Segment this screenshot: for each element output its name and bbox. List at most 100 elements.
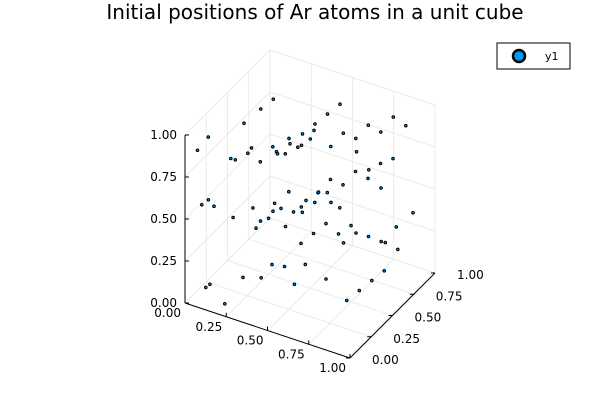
data-point — [303, 262, 308, 267]
data-point — [349, 223, 353, 228]
data-point — [231, 215, 235, 220]
data-point — [379, 239, 384, 244]
y-tick-label: 0.25 — [393, 332, 420, 346]
data-point — [251, 206, 255, 210]
data-points — [195, 97, 415, 306]
data-point — [271, 97, 276, 101]
data-point — [324, 221, 328, 226]
data-point — [259, 107, 263, 111]
data-point — [272, 201, 277, 206]
data-point — [357, 288, 362, 293]
z-tick-label: 0.50 — [150, 212, 177, 226]
data-point — [336, 232, 341, 236]
data-point — [300, 210, 305, 215]
z-tick-label: 0.25 — [150, 254, 177, 268]
data-point — [366, 123, 371, 127]
z-tick-label: 0.75 — [150, 170, 177, 184]
x-tick-label: 0.00 — [154, 306, 181, 320]
y-tick-label: 0.75 — [436, 289, 463, 303]
data-point — [195, 148, 200, 153]
data-point — [229, 156, 233, 161]
data-point — [338, 206, 342, 210]
data-point — [404, 123, 408, 128]
data-point — [283, 224, 288, 229]
legend-label: y1 — [545, 50, 559, 63]
z-tick-label: 0.00 — [150, 296, 177, 310]
grid-line — [184, 133, 271, 220]
data-point — [287, 189, 291, 194]
legend-marker — [511, 48, 527, 64]
data-point — [258, 219, 263, 223]
data-point — [366, 234, 371, 239]
data-point — [259, 276, 264, 280]
data-point — [366, 176, 370, 181]
data-point — [283, 152, 288, 156]
grid-line — [269, 133, 436, 190]
grid-line — [227, 260, 393, 316]
data-point — [299, 205, 304, 209]
data-point — [341, 131, 346, 135]
data-point — [329, 144, 333, 149]
chart-title: Initial positions of Ar atoms in a unit … — [106, 0, 523, 24]
z-tick-label: 1.00 — [150, 128, 177, 142]
data-point — [200, 203, 204, 207]
y-tick-label: 1.00 — [457, 268, 484, 282]
data-point — [292, 282, 297, 287]
data-point — [300, 132, 305, 136]
grid-line — [269, 49, 436, 106]
data-point — [299, 241, 303, 246]
data-point — [345, 298, 349, 303]
data-point — [208, 282, 212, 287]
data-point — [254, 226, 258, 230]
data-point — [338, 102, 342, 106]
data-point — [396, 247, 400, 252]
data-point — [242, 121, 246, 125]
grid — [184, 49, 436, 359]
data-point — [341, 183, 345, 187]
data-point — [282, 264, 287, 269]
data-point — [394, 225, 399, 229]
data-point — [312, 128, 316, 133]
data-point — [313, 122, 317, 126]
data-point — [391, 156, 395, 161]
data-point — [206, 198, 211, 202]
data-point — [316, 190, 321, 194]
data-point — [279, 206, 283, 211]
data-point — [411, 211, 415, 215]
data-point — [354, 136, 358, 141]
data-point — [206, 135, 211, 139]
data-point — [329, 200, 333, 205]
data-point — [379, 130, 383, 134]
data-point — [296, 145, 300, 149]
y-tick-label: 0.00 — [372, 353, 399, 367]
legend-box — [496, 42, 571, 70]
data-point — [299, 143, 304, 148]
data-point — [258, 160, 263, 164]
data-point — [233, 158, 238, 162]
grid-line — [184, 49, 271, 136]
data-point — [223, 302, 227, 306]
data-point — [212, 204, 216, 208]
data-point — [271, 145, 275, 149]
data-point — [379, 186, 383, 190]
data-point — [275, 151, 280, 156]
grid-line — [248, 238, 414, 295]
legend: y1 — [496, 42, 571, 70]
data-point — [383, 240, 388, 245]
data-point — [204, 285, 208, 290]
data-point — [353, 169, 358, 174]
data-point — [313, 200, 317, 205]
data-point — [370, 278, 374, 283]
data-point — [266, 216, 271, 221]
y-tick-label: 0.50 — [415, 311, 442, 325]
x-tick-label: 0.75 — [278, 347, 305, 361]
grid-line — [269, 91, 436, 148]
data-point — [246, 151, 250, 155]
data-point — [325, 190, 330, 195]
data-point — [378, 161, 383, 166]
data-point — [382, 269, 387, 273]
grid-line — [269, 217, 436, 274]
x-tick-label: 0.25 — [196, 320, 223, 334]
data-point — [354, 149, 359, 154]
